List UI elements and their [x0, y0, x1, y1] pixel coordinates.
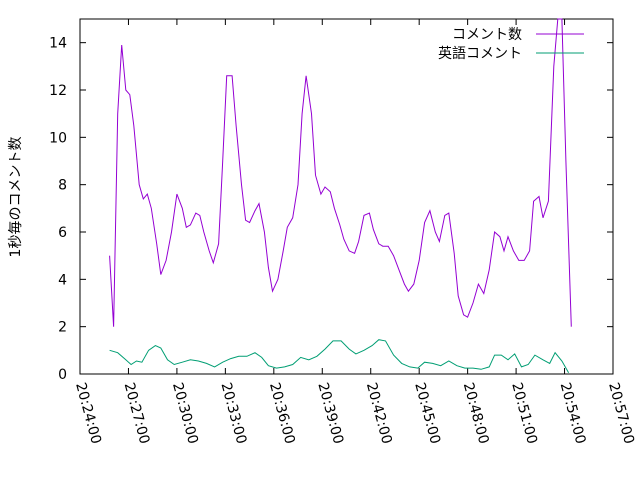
x-tick-label: 20:45:00: [411, 381, 443, 446]
y-tick-label: 2: [58, 320, 67, 336]
x-tick-label: 20:36:00: [266, 381, 298, 446]
chart-axes: 0 2 4 6 8 10 12 14 20:24:00 20:27:00 20:30:00 20:33…: [49, 18, 637, 446]
series-line-0: [109, 18, 572, 327]
chart-labels: 1秒毎のコメント数: [8, 137, 24, 258]
x-tick-label: 20:54:00: [557, 381, 589, 446]
y-tick-label: 6: [58, 225, 67, 241]
y-axis-label: 1秒毎のコメント数: [8, 137, 24, 258]
y-tick-label: 12: [49, 83, 67, 99]
x-tick-label: 20:27:00: [121, 381, 153, 446]
chart-series: [109, 18, 572, 374]
x-tick-label: 20:48:00: [460, 381, 492, 446]
x-tick-label: 20:51:00: [508, 381, 540, 446]
x-tick-label: 20:24:00: [72, 381, 104, 446]
legend-label-0: コメント数: [452, 27, 522, 43]
legend-label-1: 英語コメント: [438, 45, 522, 62]
y-tick-label: 8: [58, 178, 67, 194]
x-tick-label: 20:57:00: [605, 381, 637, 446]
x-tick-label: 20:30:00: [169, 381, 201, 446]
y-tick-label: 0: [58, 367, 67, 383]
x-tick-label: 20:39:00: [314, 381, 346, 446]
series-line-1: [109, 339, 570, 374]
y-tick-label: 14: [49, 36, 67, 52]
x-tick-label: 20:42:00: [363, 381, 395, 446]
y-tick-label: 10: [49, 130, 67, 146]
plot-frame: [79, 18, 614, 375]
y-tick-label: 4: [58, 272, 67, 288]
x-tick-label: 20:33:00: [217, 381, 249, 446]
